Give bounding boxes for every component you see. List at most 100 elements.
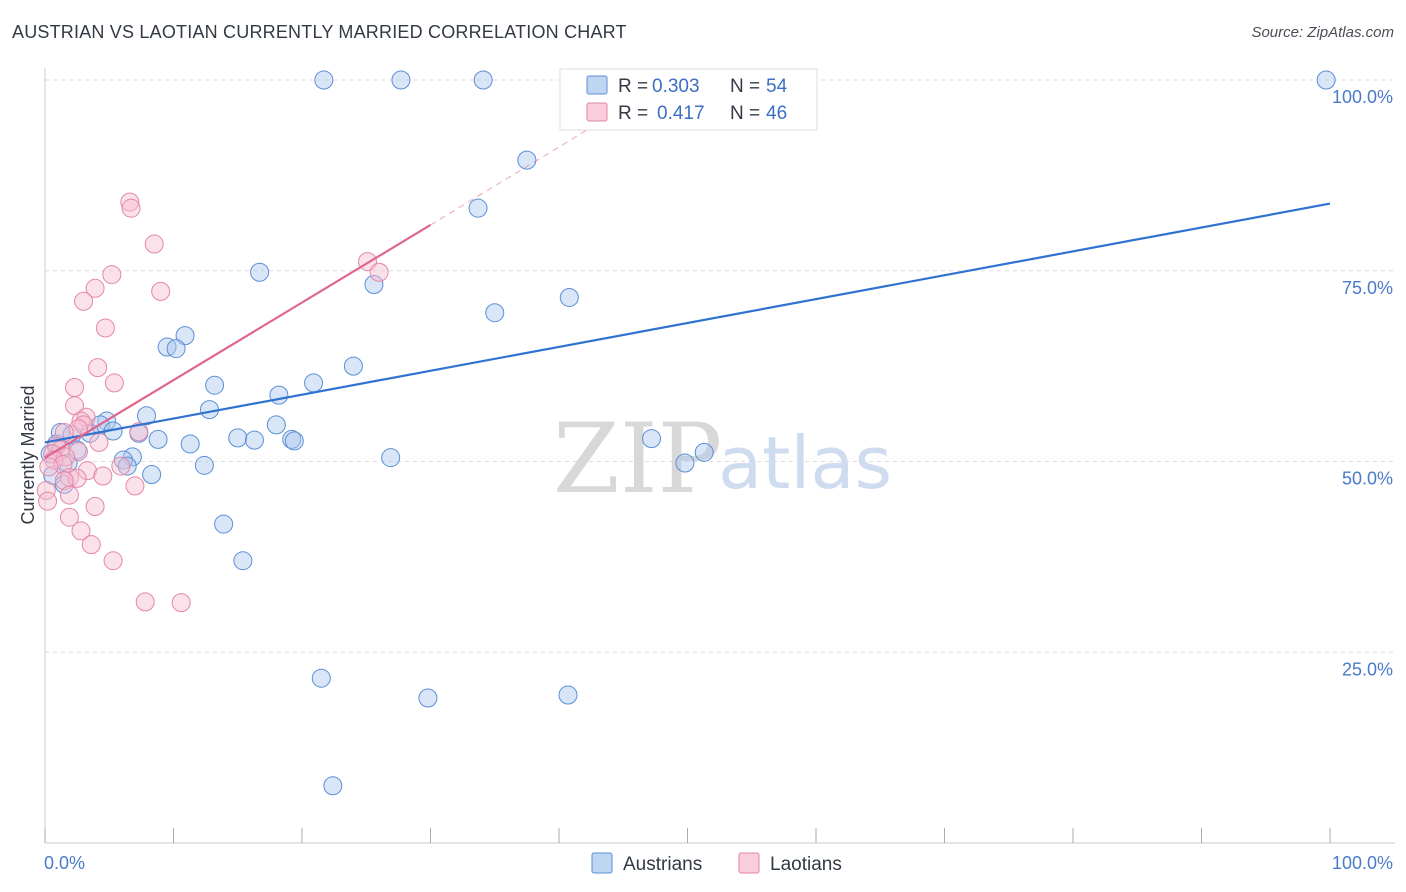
point-austrians xyxy=(473,70,493,90)
point-laotians xyxy=(369,262,389,282)
point-austrians xyxy=(559,287,579,307)
point-austrians xyxy=(642,429,662,449)
point-laotians xyxy=(125,476,145,496)
point-austrians xyxy=(314,70,334,90)
legend-swatch-laotians xyxy=(586,102,608,122)
point-austrians xyxy=(284,431,304,451)
point-austrians xyxy=(67,440,87,460)
point-laotians xyxy=(59,485,79,505)
point-austrians xyxy=(304,373,324,393)
point-laotians xyxy=(85,497,105,517)
point-laotians xyxy=(144,234,164,254)
point-laotians xyxy=(103,551,123,571)
y-tick-label-75: 75.0% xyxy=(1342,278,1393,298)
point-austrians xyxy=(391,70,411,90)
trend-line-laotians xyxy=(44,224,432,459)
point-laotians xyxy=(59,507,79,527)
stats-legend: R = 0.303 N = 54 R = 0.417 N = 46 xyxy=(559,68,818,131)
y-tick-label-100: 100.0% xyxy=(1332,87,1393,107)
point-austrians xyxy=(343,356,363,376)
point-laotians xyxy=(68,442,88,462)
point-austrians xyxy=(148,429,168,449)
point-austrians xyxy=(418,688,438,708)
point-laotians xyxy=(95,318,115,338)
point-laotians xyxy=(104,373,124,393)
point-austrians xyxy=(468,198,488,218)
series-legend: Austrians Laotians xyxy=(591,852,842,875)
legend-n-value-austrians: 54 xyxy=(766,76,788,97)
trend-line-austrians xyxy=(44,202,1331,444)
legend-n-label-laotians: N = xyxy=(730,103,760,124)
point-laotians xyxy=(74,291,94,311)
point-austrians xyxy=(214,514,234,534)
point-austrians xyxy=(250,262,270,282)
point-austrians xyxy=(364,274,384,294)
point-austrians xyxy=(311,668,331,688)
series-legend-swatch-austrians xyxy=(591,852,613,874)
point-austrians xyxy=(166,339,186,359)
series-legend-austrians: Austrians xyxy=(623,854,702,875)
chart-title: AUSTRIAN VS LAOTIAN CURRENTLY MARRIED CO… xyxy=(12,22,627,42)
point-laotians xyxy=(39,457,59,477)
point-austrians xyxy=(233,551,253,571)
watermark-zip: ZIP xyxy=(553,403,722,515)
point-austrians xyxy=(266,415,286,435)
legend-r-label-austrians: R = xyxy=(618,76,648,97)
point-austrians xyxy=(228,428,248,448)
y-tick-label-25: 25.0% xyxy=(1342,659,1393,679)
trend-lines xyxy=(44,119,1331,459)
point-laotians xyxy=(54,471,74,491)
point-austrians xyxy=(558,685,578,705)
point-austrians xyxy=(180,434,200,454)
point-laotians xyxy=(89,432,109,452)
legend-n-value-laotians: 46 xyxy=(766,103,787,124)
series-legend-laotians: Laotians xyxy=(770,854,842,875)
point-austrians xyxy=(175,326,195,346)
legend-r-label-laotians: R = xyxy=(618,103,648,124)
y-axis-label: Currently Married xyxy=(18,385,38,524)
point-laotians xyxy=(120,192,140,212)
legend-r-value-austrians: 0.303 xyxy=(652,76,700,97)
point-austrians xyxy=(137,406,157,426)
point-laotians xyxy=(151,281,171,301)
point-austrians xyxy=(381,448,401,468)
y-tick-labels: 25.0% 50.0% 75.0% 100.0% xyxy=(1332,87,1393,679)
legend-r-value-laotians: 0.417 xyxy=(657,103,705,124)
series-legend-swatch-laotians xyxy=(738,852,760,874)
point-laotians xyxy=(71,521,91,541)
point-austrians xyxy=(323,776,343,796)
point-laotians xyxy=(65,377,85,397)
point-laotians xyxy=(129,422,149,442)
chart-source: Source: ZipAtlas.com xyxy=(1251,24,1394,41)
x-tick-label-max: 100.0% xyxy=(1332,853,1393,873)
point-austrians xyxy=(517,150,537,170)
point-laotians xyxy=(93,466,113,486)
point-laotians xyxy=(121,198,141,218)
point-laotians xyxy=(85,278,105,298)
point-laotians xyxy=(171,593,191,613)
point-laotians xyxy=(102,265,122,285)
trend-line-dashed-laotians xyxy=(430,119,605,226)
point-laotians xyxy=(88,358,108,378)
point-austrians xyxy=(117,456,137,476)
point-austrians xyxy=(269,385,289,405)
point-laotians xyxy=(77,461,97,481)
point-austrians xyxy=(244,430,264,450)
point-laotians xyxy=(76,407,96,427)
point-laotians xyxy=(38,491,58,511)
point-austrians xyxy=(142,464,162,484)
point-austrians xyxy=(205,375,225,395)
y-tick-label-50: 50.0% xyxy=(1342,469,1393,489)
point-austrians xyxy=(1316,70,1336,90)
legend-n-label-austrians: N = xyxy=(730,76,760,97)
point-austrians xyxy=(675,453,695,473)
point-laotians xyxy=(36,480,56,500)
point-austrians xyxy=(694,442,714,462)
point-laotians xyxy=(135,592,155,612)
point-austrians xyxy=(485,303,505,323)
point-laotians xyxy=(56,447,76,467)
x-tick-label-min: 0.0% xyxy=(44,853,85,873)
axes xyxy=(44,68,1395,844)
legend-swatch-austrians xyxy=(586,75,608,95)
